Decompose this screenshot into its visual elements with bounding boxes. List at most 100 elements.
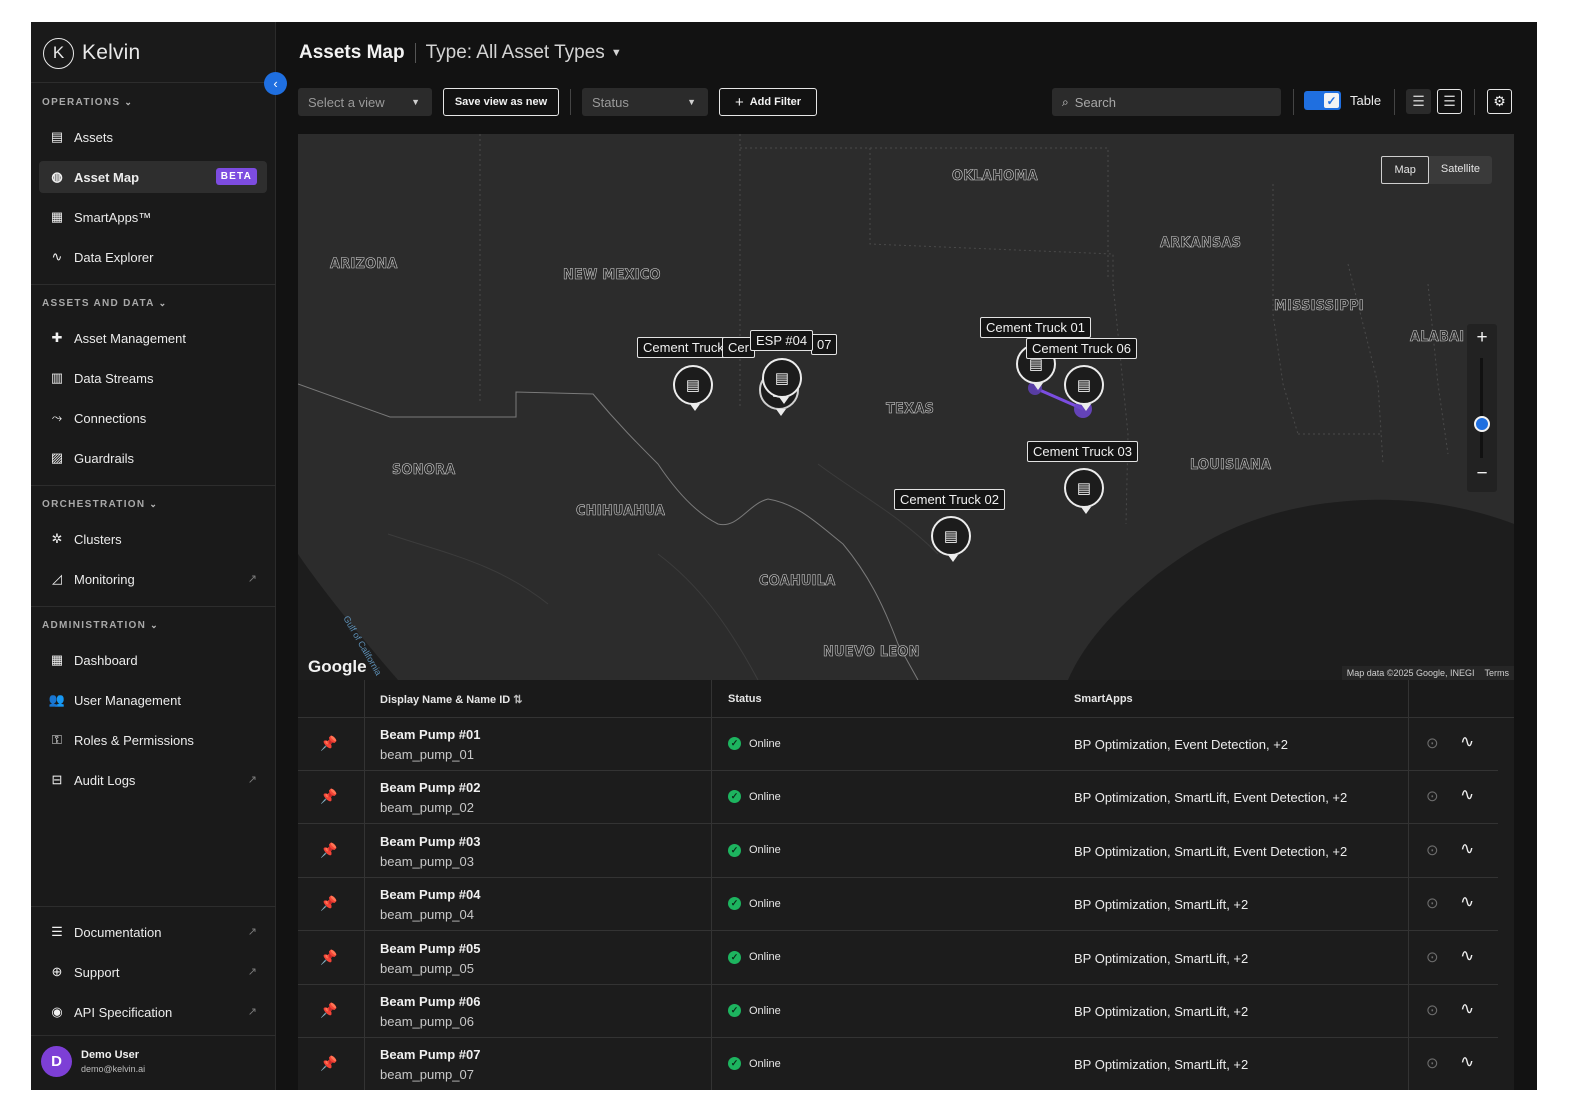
pin-icon[interactable]: 📌 bbox=[320, 1055, 338, 1072]
data-explorer-icon[interactable]: ∿ bbox=[1460, 892, 1475, 912]
sidebar-item-asset-map[interactable]: ◍ Asset Map BETA bbox=[39, 161, 267, 193]
sidebar-item-dashboard[interactable]: ▦ Dashboard bbox=[39, 644, 267, 676]
table-row[interactable]: 📌 Beam Pump #07 beam_pump_07 ✓ Online BP … bbox=[298, 1038, 1498, 1090]
pin-label[interactable]: Cement Truck 06 bbox=[1026, 338, 1137, 359]
compact-density-button[interactable]: ☰ bbox=[1406, 89, 1431, 114]
locate-icon[interactable]: ⊙ bbox=[1426, 948, 1439, 966]
data-explorer-icon[interactable]: ∿ bbox=[1460, 999, 1475, 1018]
status-select[interactable]: Status ▼ bbox=[582, 88, 708, 116]
data-explorer-icon[interactable]: ∿ bbox=[1460, 785, 1475, 805]
pin-icon[interactable]: 📌 bbox=[320, 735, 338, 751]
section-operations[interactable]: OPERATIONS ⌄ bbox=[42, 97, 134, 108]
view-select[interactable]: Select a view ▼ bbox=[298, 88, 432, 116]
sidebar-item-user-management[interactable]: 👥 User Management bbox=[39, 684, 267, 716]
sidebar-item-clusters[interactable]: ✲ Clusters bbox=[39, 523, 267, 555]
terms-link[interactable]: Terms bbox=[1484, 668, 1510, 678]
table-toggle[interactable]: ✓ bbox=[1304, 91, 1341, 110]
locate-icon[interactable]: ⊙ bbox=[1426, 841, 1439, 859]
table-row[interactable]: 📌 Beam Pump #03 beam_pump_03 ✓ Online BP … bbox=[298, 825, 1498, 878]
asset-marker[interactable]: ▤ bbox=[1064, 365, 1104, 411]
table-row[interactable]: 📌 Beam Pump #02 beam_pump_02 ✓ Online BP … bbox=[298, 771, 1498, 825]
add-filter-button[interactable]: + Add Filter bbox=[719, 88, 817, 116]
assets-map[interactable]: OKLAHOMA ARKANSAS ARIZONA NEW MEXICO MIS… bbox=[298, 134, 1514, 680]
truck-icon: ▤ bbox=[1028, 356, 1044, 373]
zoom-slider-handle[interactable] bbox=[1474, 416, 1490, 432]
pin-label[interactable]: Cement Truck 01 bbox=[980, 317, 1091, 338]
smartapps-cell: BP Optimization, SmartLift, +2 bbox=[1074, 950, 1249, 966]
asset-marker[interactable]: ▤ bbox=[762, 358, 802, 404]
section-orchestration[interactable]: ORCHESTRATION ⌄ bbox=[42, 499, 159, 510]
density-comfortable-icon: ☰ bbox=[1443, 93, 1456, 109]
sidebar-item-documentation[interactable]: ☰ Documentation ↗ bbox=[39, 916, 267, 948]
zoom-out-button[interactable]: − bbox=[1476, 463, 1488, 484]
zoom-control: + − bbox=[1467, 324, 1497, 492]
data-explorer-icon[interactable]: ∿ bbox=[1460, 945, 1475, 965]
sidebar-item-assets[interactable]: ▤ Assets bbox=[39, 121, 267, 153]
locate-icon[interactable]: ⊙ bbox=[1426, 788, 1439, 806]
pin-icon[interactable]: 📌 bbox=[320, 895, 338, 912]
region-label: NEW MEXICO bbox=[563, 267, 661, 284]
pin-label[interactable]: 07 bbox=[811, 334, 838, 355]
search-input[interactable]: ⌕ Search bbox=[1052, 88, 1281, 116]
pin-icon[interactable]: 📌 bbox=[320, 788, 338, 805]
gear-icon: ⚙ bbox=[1493, 93, 1506, 109]
sidebar-item-api-spec[interactable]: ◉ API Specification ↗ bbox=[39, 996, 267, 1028]
zoom-track[interactable] bbox=[1480, 358, 1483, 458]
sidebar-item-guardrails[interactable]: ▨ Guardrails bbox=[39, 442, 267, 474]
truck-icon: ▤ bbox=[1076, 480, 1092, 497]
sidebar-item-data-explorer[interactable]: ∿ Data Explorer bbox=[39, 241, 267, 273]
sidebar-item-roles[interactable]: ⚿ Roles & Permissions bbox=[39, 724, 267, 756]
sort-icon[interactable]: ⇅ bbox=[513, 694, 523, 706]
locate-icon[interactable]: ⊙ bbox=[1426, 895, 1439, 913]
asset-management-icon: ✚ bbox=[51, 330, 63, 345]
table-row[interactable]: 📌 Beam Pump #06 beam_pump_06 ✓ Online BP … bbox=[298, 985, 1498, 1038]
caret-down-icon[interactable]: ▼ bbox=[610, 47, 622, 59]
section-assets-and-data[interactable]: ASSETS AND DATA ⌄ bbox=[42, 298, 168, 309]
pin-label[interactable]: ESP #04 bbox=[750, 330, 814, 351]
map-type-satellite-button[interactable]: Satellite bbox=[1440, 163, 1480, 175]
pin-icon[interactable]: 📌 bbox=[320, 948, 338, 965]
pin-label[interactable]: Cement Truck bbox=[637, 337, 730, 358]
table-row[interactable]: 📌 Beam Pump #04 beam_pump_04 ✓ Online BP … bbox=[298, 878, 1498, 932]
pin-label[interactable]: Cement Truck 03 bbox=[1027, 441, 1138, 462]
section-administration[interactable]: ADMINISTRATION ⌄ bbox=[42, 620, 159, 631]
data-explorer-icon[interactable]: ∿ bbox=[1460, 732, 1475, 751]
pin-icon[interactable]: 📌 bbox=[320, 841, 338, 858]
zoom-in-button[interactable]: + bbox=[1476, 327, 1488, 348]
comfortable-density-button[interactable]: ☰ bbox=[1437, 89, 1462, 114]
asset-marker[interactable]: ▤ bbox=[1064, 468, 1104, 514]
pin-label[interactable]: Cement Truck 02 bbox=[894, 489, 1005, 510]
sidebar-item-connections[interactable]: ⤳ Connections bbox=[39, 402, 267, 434]
sidebar-item-smartapps[interactable]: ▦ SmartApps™ bbox=[39, 201, 267, 233]
column-header-name[interactable]: Display Name & Name ID ⇅ bbox=[380, 694, 523, 706]
user-profile[interactable]: D Demo User demo@kelvin.ai bbox=[41, 1046, 145, 1077]
region-label: SONORA bbox=[392, 462, 456, 479]
brand-name: Kelvin bbox=[82, 41, 141, 64]
table-row[interactable]: 📌 Beam Pump #05 beam_pump_05 ✓ Online BP … bbox=[298, 932, 1498, 985]
map-type-map-button[interactable]: Map bbox=[1381, 156, 1429, 184]
locate-icon[interactable]: ⊙ bbox=[1426, 1002, 1439, 1019]
table-row[interactable]: 📌 Beam Pump #01 beam_pump_01 ✓ Online BP … bbox=[298, 718, 1498, 771]
sidebar-item-asset-management[interactable]: ✚ Asset Management bbox=[39, 322, 267, 354]
settings-button[interactable]: ⚙ bbox=[1487, 89, 1512, 114]
truck-icon: ▤ bbox=[943, 528, 959, 545]
asset-type-dropdown[interactable]: Type: All Asset Types bbox=[425, 42, 605, 63]
locate-icon[interactable]: ⊙ bbox=[1426, 735, 1439, 752]
column-header-smartapps[interactable]: SmartApps bbox=[1074, 693, 1133, 705]
kelvin-logo[interactable]: K Kelvin bbox=[43, 36, 140, 70]
data-explorer-icon[interactable]: ∿ bbox=[1460, 1052, 1475, 1072]
asset-marker[interactable]: ▤ bbox=[931, 516, 971, 562]
sidebar-item-data-streams[interactable]: ▥ Data Streams bbox=[39, 362, 267, 394]
asset-marker[interactable]: ▤ bbox=[673, 365, 713, 411]
sidebar-item-monitoring[interactable]: ◿ Monitoring ↗ bbox=[39, 563, 267, 595]
locate-icon[interactable]: ⊙ bbox=[1426, 1055, 1439, 1073]
column-header-status[interactable]: Status bbox=[728, 693, 762, 705]
pin-icon[interactable]: 📌 bbox=[320, 1002, 338, 1018]
sidebar-item-audit-logs[interactable]: ⊟ Audit Logs ↗ bbox=[39, 764, 267, 796]
sidebar-item-label: Documentation bbox=[74, 924, 162, 940]
data-explorer-icon[interactable]: ∿ bbox=[1460, 838, 1475, 858]
save-view-button[interactable]: Save view as new bbox=[443, 88, 559, 116]
region-label: ALABAI bbox=[1410, 329, 1465, 346]
sidebar-item-support[interactable]: ⊕ Support ↗ bbox=[39, 956, 267, 988]
collapse-sidebar-button[interactable]: ‹ bbox=[264, 72, 287, 95]
